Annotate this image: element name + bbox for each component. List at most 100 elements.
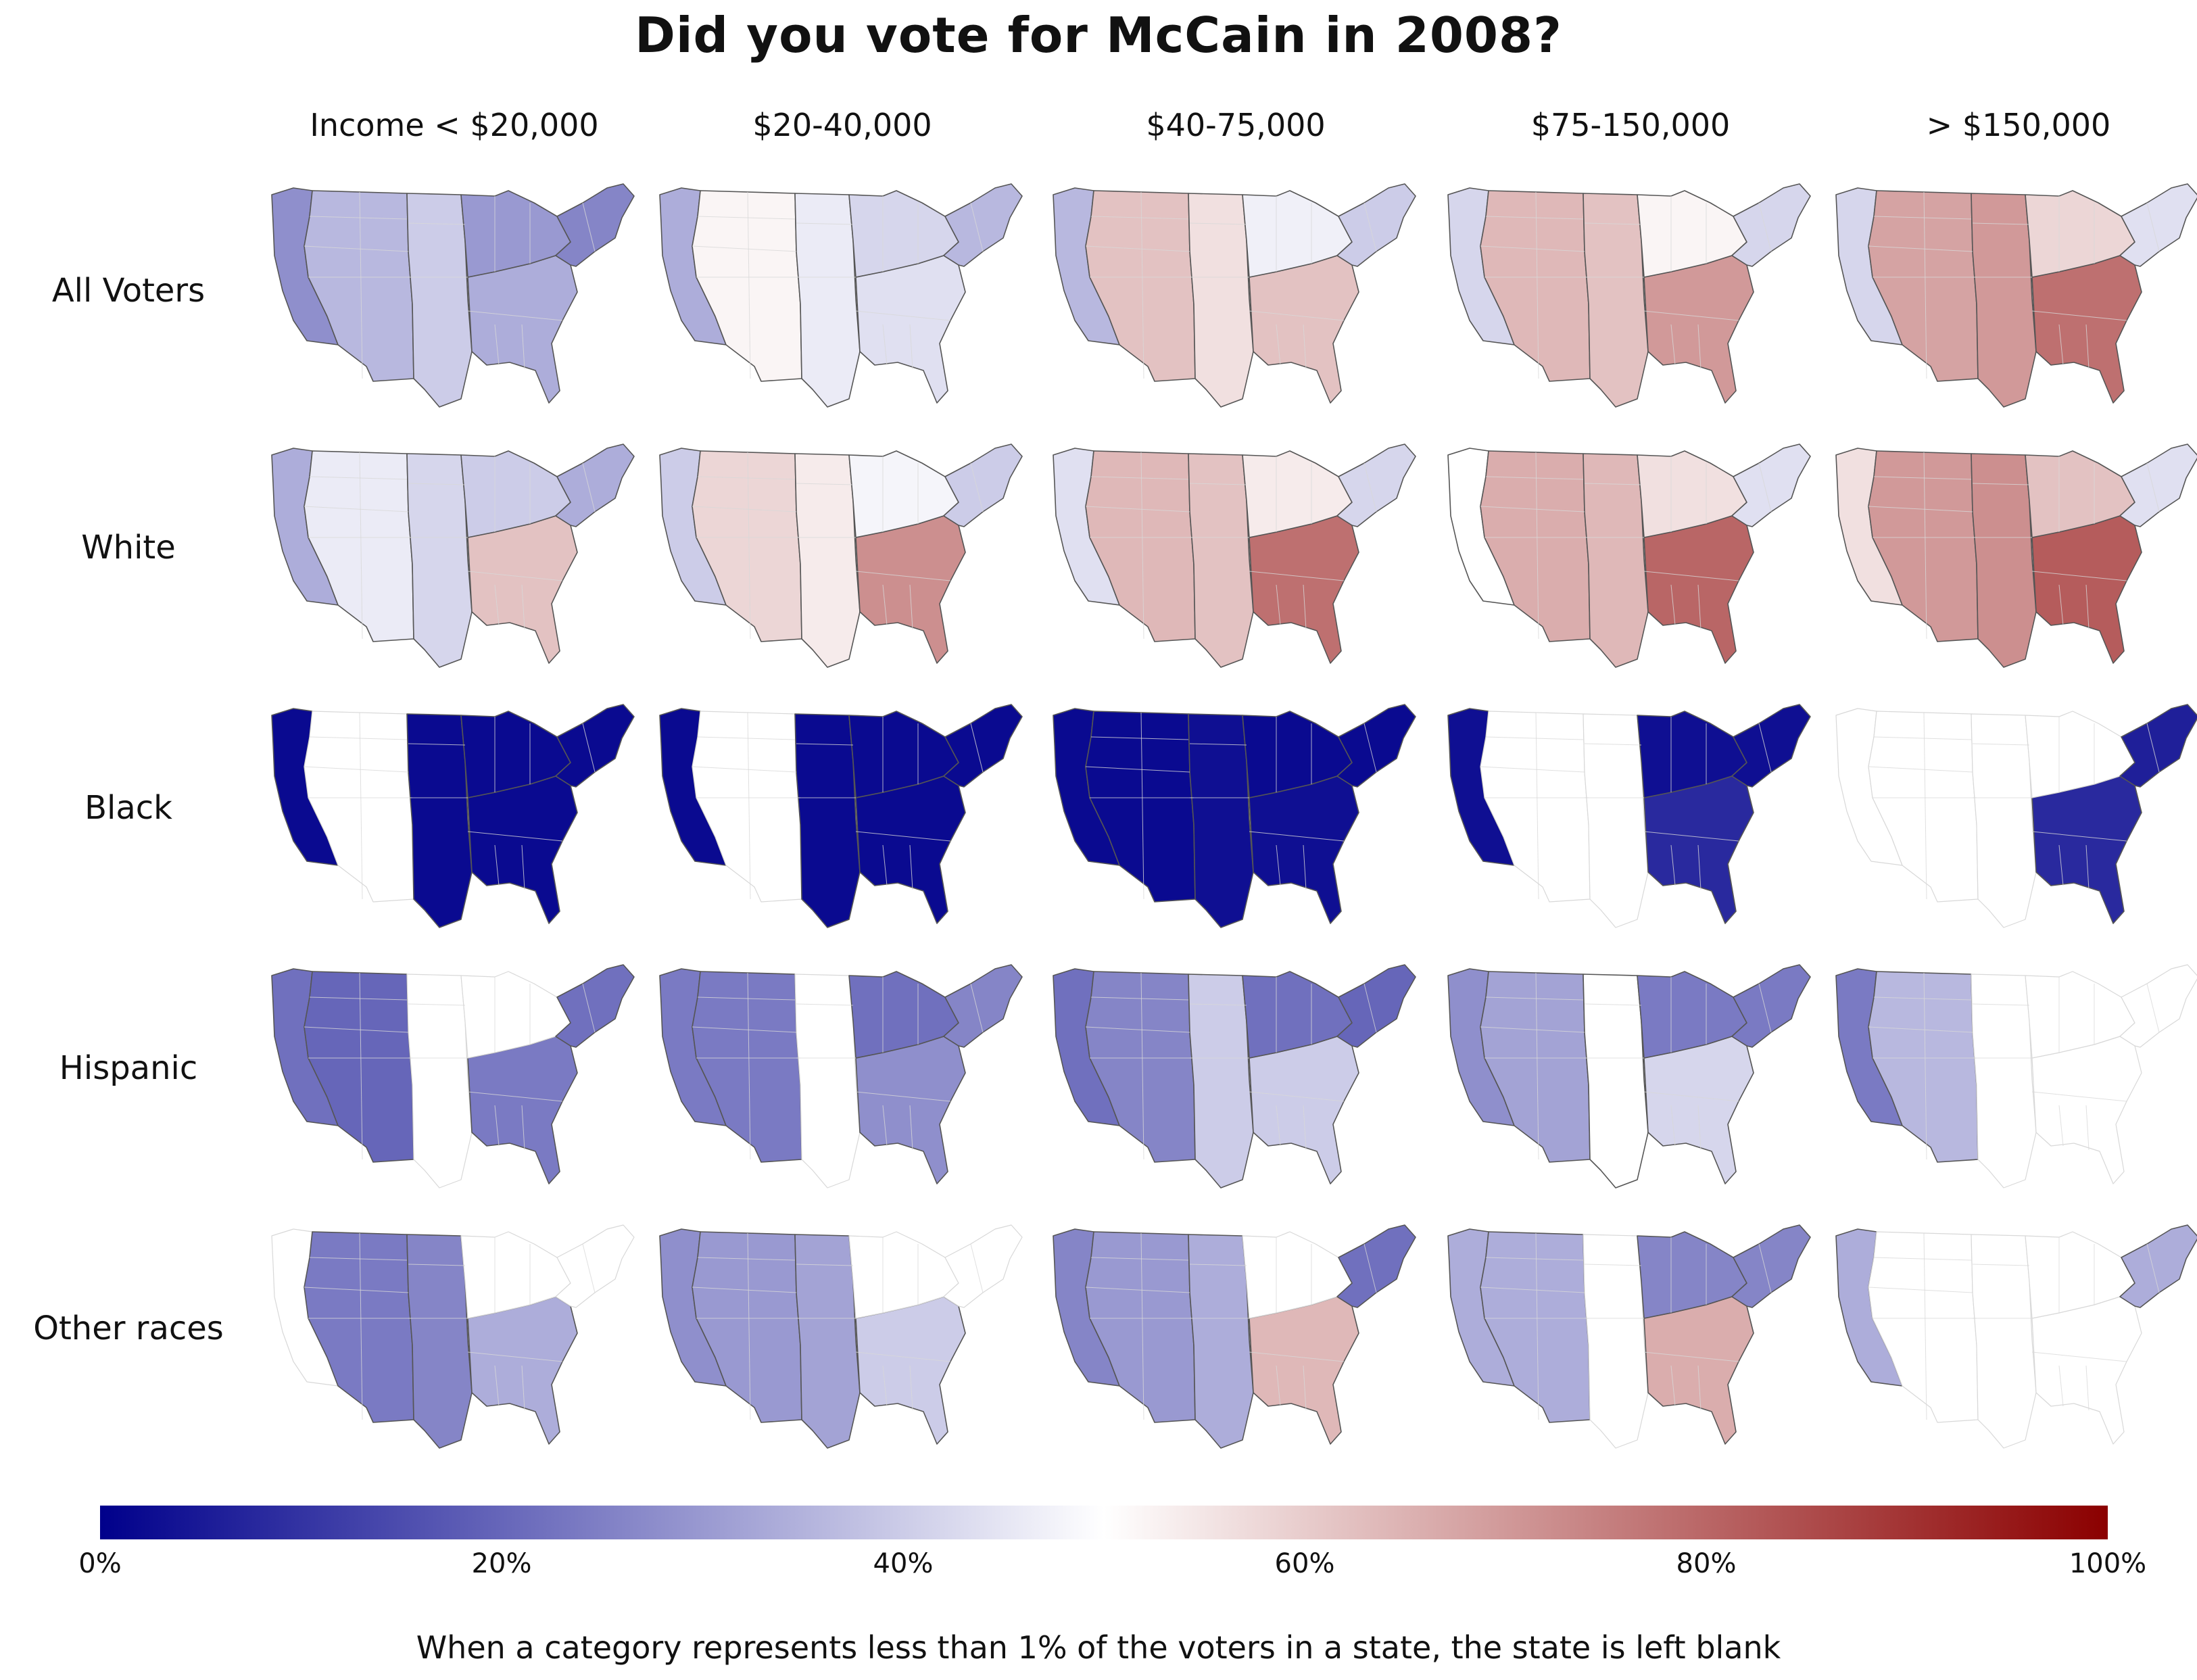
state-divider [692, 245, 797, 252]
region-plains-mark [406, 713, 473, 928]
state-divider [309, 736, 408, 740]
region-mountain-mark [1085, 971, 1196, 1163]
state-divider [408, 222, 466, 225]
state-divider [2031, 831, 2127, 842]
state-divider [521, 584, 525, 630]
state-divider [1485, 736, 1584, 740]
state-divider [1873, 736, 1972, 740]
region-plains-mark [406, 974, 473, 1189]
state-divider [970, 723, 984, 773]
state-divider [1643, 831, 1739, 842]
us-map [271, 1224, 635, 1449]
state-divider [1249, 831, 1345, 842]
state-divider [796, 1264, 854, 1266]
state-divider [1189, 1003, 1247, 1006]
state-divider [1670, 844, 1676, 886]
map-cell [265, 957, 644, 1193]
us-map [659, 964, 1023, 1189]
column-header: Income < $20,000 [310, 107, 599, 143]
map-cell [1441, 957, 1820, 1193]
region-plains-mark [1583, 453, 1649, 668]
state-divider [1758, 983, 1772, 1033]
map-cell [1441, 436, 1820, 673]
state-divider [1276, 844, 1281, 886]
region-plains-mark [794, 974, 861, 1189]
state-divider [909, 1365, 913, 1411]
state-divider [1643, 1351, 1739, 1362]
state-divider [1189, 222, 1247, 225]
state-divider [855, 571, 951, 581]
state-divider [304, 766, 409, 773]
region-south-mark [467, 1036, 578, 1184]
state-divider [582, 202, 596, 252]
colorbar-tick-label: 100% [2069, 1548, 2147, 1579]
state-divider [1923, 452, 1927, 640]
colorbar-tick-label: 20% [471, 1548, 532, 1579]
map-cell [1046, 176, 1425, 412]
state-divider [1189, 483, 1247, 485]
state-divider [1140, 191, 1144, 379]
state-divider [1643, 571, 1739, 581]
region-northeast-mark [943, 183, 1023, 267]
state-divider [408, 743, 466, 746]
state-divider [582, 462, 596, 512]
region-mountain-mark [692, 711, 802, 903]
region-south-mark [1643, 775, 1754, 924]
region-northeast-mark [2119, 704, 2197, 788]
state-divider [1535, 1232, 1539, 1420]
map-cell [1441, 696, 1820, 933]
state-divider [521, 844, 525, 890]
state-divider [1868, 1287, 1973, 1293]
region-mountain-mark [1085, 190, 1196, 382]
map-cell [1441, 1217, 1820, 1454]
map-cell [265, 696, 644, 933]
region-plains-mark [1583, 713, 1649, 928]
state-divider [747, 452, 751, 640]
state-divider [909, 1105, 913, 1151]
region-south-mark [1643, 1036, 1754, 1184]
map-cell [653, 1217, 1032, 1454]
state-divider [1972, 483, 2030, 485]
state-divider [582, 1243, 596, 1293]
region-south-mark [1643, 255, 1754, 404]
state-divider [1276, 584, 1281, 626]
state-divider [2146, 462, 2160, 512]
state-divider [304, 1287, 409, 1293]
us-map [271, 704, 635, 928]
state-divider [697, 476, 796, 480]
region-south-mark [855, 255, 966, 404]
region-northeast-mark [1336, 1224, 1416, 1308]
state-divider [1363, 202, 1377, 252]
state-divider [1758, 202, 1772, 252]
state-divider [1276, 324, 1281, 366]
state-divider [1584, 1003, 1642, 1006]
state-divider [1480, 1026, 1585, 1033]
region-plains-mark [794, 713, 861, 928]
state-divider [697, 216, 796, 220]
region-south-mark [855, 515, 966, 664]
state-divider [1923, 1232, 1927, 1420]
state-divider [1584, 483, 1642, 485]
state-divider [1480, 245, 1585, 252]
state-divider [2085, 1365, 2090, 1411]
region-northeast-mark [1731, 183, 1811, 267]
region-plains-mark [1188, 1234, 1254, 1449]
us-map [271, 964, 635, 1189]
region-plains-mark [1971, 713, 2037, 928]
state-divider [1535, 712, 1539, 900]
state-divider [1485, 1257, 1584, 1261]
region-northeast-mark [943, 704, 1023, 788]
us-map [659, 1224, 1023, 1449]
us-map [271, 443, 635, 668]
region-south-mark [1249, 515, 1359, 664]
state-divider [2058, 324, 2064, 366]
state-divider [1303, 324, 1307, 370]
state-divider [1140, 1232, 1144, 1420]
region-northeast-mark [555, 964, 635, 1048]
state-divider [309, 1257, 408, 1261]
state-divider [796, 743, 854, 746]
state-divider [2058, 1365, 2064, 1407]
state-divider [408, 1264, 466, 1266]
state-divider [882, 324, 888, 366]
state-divider [1868, 245, 1973, 252]
